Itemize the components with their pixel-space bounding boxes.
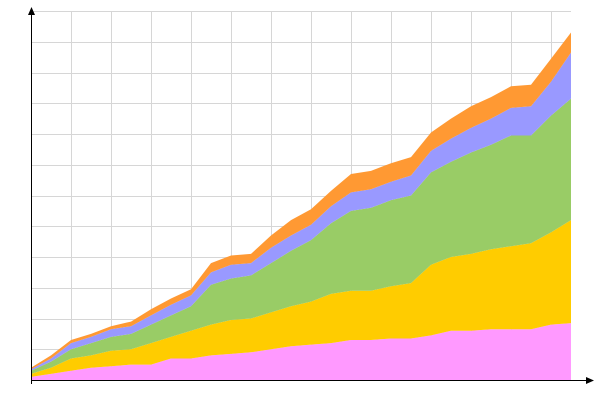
x-axis-arrow <box>586 377 594 384</box>
series-area-4 <box>31 52 571 371</box>
y-axis-arrow <box>28 7 35 15</box>
chart-series-areas <box>31 32 571 380</box>
chart-axes <box>28 7 594 384</box>
series-area-3 <box>31 98 571 374</box>
series-area-1 <box>31 323 571 380</box>
series-area-2 <box>31 220 571 377</box>
